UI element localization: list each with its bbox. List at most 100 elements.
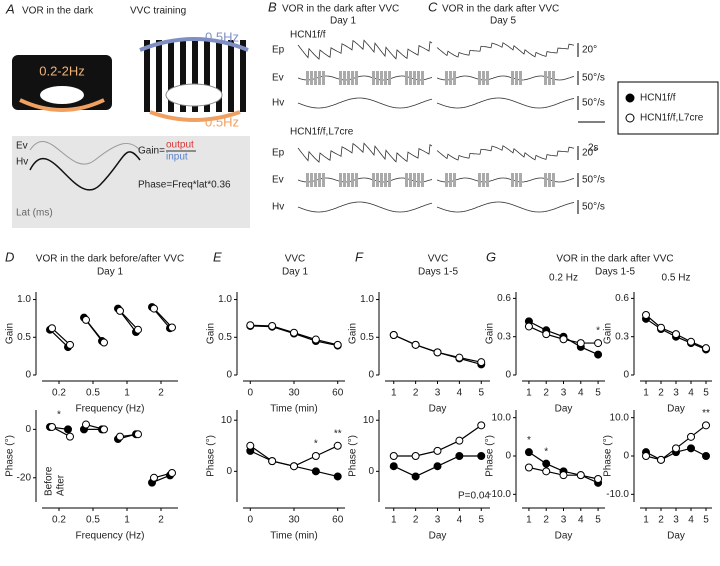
- trace-burst: [445, 71, 448, 85]
- chart-title: 0.5 Hz: [662, 273, 691, 284]
- y-axis-label: Phase (°): [485, 435, 496, 477]
- trace-burst: [421, 71, 424, 85]
- y-tick-label: 0: [25, 370, 31, 381]
- point: [524, 448, 533, 457]
- trace-burst: [486, 173, 489, 187]
- panel-subtitle: Days 1-5: [595, 267, 635, 278]
- point-before: [150, 473, 158, 482]
- x-tick-label: 3: [561, 388, 567, 399]
- trace-burst: [322, 71, 325, 85]
- x-tick-label: 4: [688, 388, 694, 399]
- legend-marker: [625, 113, 635, 123]
- annotation: *: [57, 410, 61, 421]
- point: [702, 452, 710, 460]
- lat-label: Lat (ms): [16, 208, 53, 219]
- y-tick-label: 0.3: [615, 331, 629, 342]
- x-tick-label: 2: [158, 388, 164, 399]
- trace-burst: [339, 173, 342, 187]
- panel-subtitle: Day 1: [97, 267, 124, 278]
- x-tick-label: 2: [658, 388, 664, 399]
- point: [290, 462, 298, 471]
- trace-burst: [417, 71, 420, 85]
- x-axis-label: Day: [429, 531, 447, 542]
- point: [594, 339, 603, 348]
- panel-subtitle: Day 1: [330, 16, 357, 27]
- trace-burst: [409, 71, 412, 85]
- panel-letter: E: [213, 249, 222, 264]
- y-axis-label: Phase (°): [348, 435, 359, 477]
- trace-burst: [544, 71, 547, 85]
- point: [311, 452, 320, 460]
- x-tick-label: 2: [658, 515, 664, 526]
- trace-burst: [548, 71, 551, 85]
- point: [455, 353, 464, 362]
- point: [576, 471, 585, 480]
- mouse: [165, 83, 223, 107]
- ev-trace: [29, 141, 141, 165]
- x-tick-label: 0: [248, 515, 254, 526]
- y-tick-label: 10.0: [492, 412, 512, 423]
- pair-line: [85, 319, 105, 343]
- x-tick-label: 3: [673, 515, 679, 526]
- panel-title: VOR in the dark after VVC: [556, 254, 673, 265]
- point-before: [82, 420, 90, 429]
- point: [311, 335, 320, 344]
- y-axis-label: Gain: [348, 323, 359, 344]
- x-tick-label: 60: [332, 515, 344, 526]
- y-axis-label: Gain: [485, 323, 496, 344]
- trace-burst: [421, 173, 424, 187]
- panel-title: VOR in the dark after VVC: [442, 4, 559, 15]
- trace-burst: [453, 71, 456, 85]
- annotation: P=0.04: [458, 491, 490, 502]
- scale-label: 50°/s: [582, 98, 605, 109]
- trace: [436, 75, 575, 81]
- point: [333, 472, 342, 481]
- note: Before: [44, 466, 55, 496]
- point-before: [116, 432, 124, 441]
- trace: [297, 97, 433, 109]
- point: [433, 348, 442, 357]
- trace-burst: [478, 71, 481, 85]
- x-tick-label: 3: [435, 515, 441, 526]
- trace-burst: [376, 173, 379, 187]
- point: [333, 340, 342, 349]
- trace-burst: [405, 173, 408, 187]
- trace-burst: [409, 173, 412, 187]
- formula: Phase=Freq*lat*0.36: [138, 180, 231, 191]
- panel-subtitle: Day 5: [490, 16, 517, 27]
- x-tick-label: 5: [595, 515, 601, 526]
- trace-burst: [306, 71, 309, 85]
- point: [246, 441, 255, 450]
- point: [477, 421, 486, 430]
- trace-burst: [544, 173, 547, 187]
- drum-arrow: [139, 37, 249, 52]
- panel-title: VOR in the dark: [22, 6, 94, 17]
- point-before: [48, 422, 56, 431]
- scale-label: 20°: [582, 45, 597, 56]
- trace-burst: [318, 71, 321, 85]
- point: [524, 463, 533, 472]
- trace-burst: [343, 173, 346, 187]
- point: [268, 457, 277, 466]
- trace-burst: [405, 71, 408, 85]
- scale-label: 50°/s: [582, 175, 605, 186]
- x-tick-label: 30: [288, 515, 300, 526]
- x-tick-label: 0.2: [52, 515, 66, 526]
- point-before: [48, 324, 56, 333]
- y-tick-label: 10.0: [610, 412, 630, 423]
- trace-burst: [322, 173, 325, 187]
- x-tick-label: 1: [124, 515, 130, 526]
- point: [290, 328, 298, 337]
- panel-letter: A: [5, 1, 15, 16]
- y-tick-label: 10: [363, 415, 375, 426]
- point: [594, 350, 603, 359]
- y-axis-label: Phase (°): [5, 435, 16, 477]
- panel-letter: B: [268, 0, 277, 14]
- panel-subtitle: Days 1-5: [418, 267, 458, 278]
- trace-label: Ev: [272, 73, 284, 84]
- x-tick-label: 2: [413, 388, 419, 399]
- pair-line: [49, 329, 69, 348]
- x-tick-label: 1: [391, 515, 397, 526]
- panel-letter: C: [428, 0, 438, 14]
